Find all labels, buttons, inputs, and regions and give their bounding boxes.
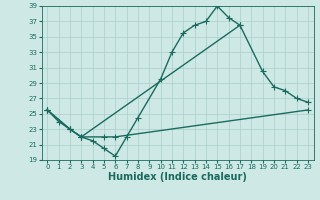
X-axis label: Humidex (Indice chaleur): Humidex (Indice chaleur) [108, 172, 247, 182]
